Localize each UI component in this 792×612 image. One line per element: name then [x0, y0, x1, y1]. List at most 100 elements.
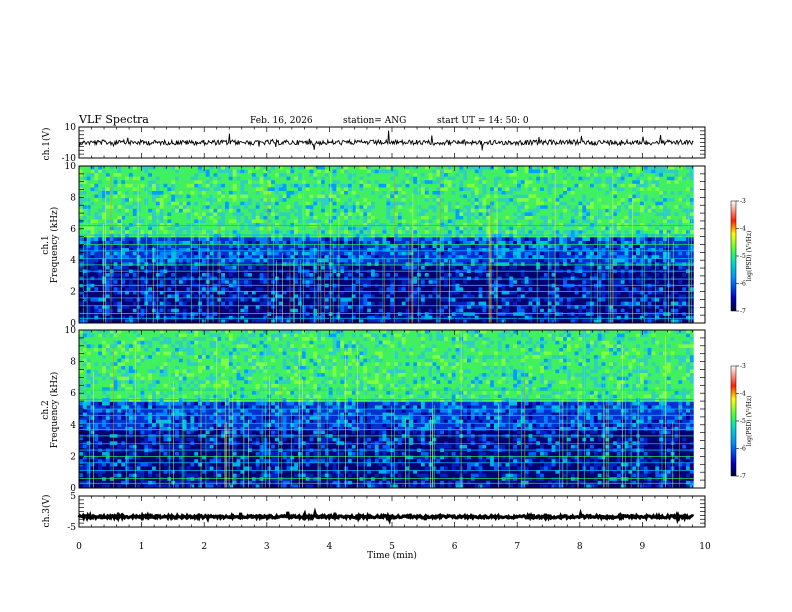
spectrogram-cell	[459, 226, 464, 231]
spectrogram-cell	[240, 230, 245, 235]
spectrogram-cell	[128, 169, 134, 174]
spectrogram-cell	[155, 201, 161, 206]
spectrogram-cell	[298, 258, 303, 263]
spectrogram-cell	[367, 233, 372, 238]
spectrogram-cell	[497, 240, 503, 245]
spectrogram-cell	[424, 215, 430, 220]
spectrogram-cell	[463, 283, 468, 288]
spectrogram-cell	[201, 212, 207, 217]
spectrogram-cell	[90, 287, 95, 292]
spectrogram-cell	[470, 265, 476, 270]
spectrogram-cell	[401, 240, 406, 245]
spectrogram-cell	[317, 173, 322, 178]
spectrogram-cell	[371, 290, 376, 295]
spectrogram-cell	[136, 240, 141, 245]
spectrogram-cell	[363, 258, 368, 263]
spectrogram-cell	[251, 198, 257, 203]
spectrogram-cell	[298, 233, 303, 238]
spectrogram-cell	[363, 187, 368, 192]
spectrogram-cell	[321, 205, 326, 210]
spectrogram-cell	[394, 176, 399, 181]
spectrogram-cell	[221, 230, 226, 235]
spectrogram-cell	[397, 230, 403, 235]
spectrogram-cell	[121, 237, 126, 242]
spectrogram-cell	[225, 212, 230, 217]
spectrogram-cell	[167, 187, 172, 192]
spectrogram-cell	[182, 190, 187, 195]
spectrogram-cell	[467, 190, 472, 195]
spectrogram-cell	[474, 276, 479, 281]
spectrogram-cell	[201, 315, 207, 320]
spectrogram-cell	[324, 215, 330, 220]
spectrogram-cell	[171, 233, 176, 238]
spectrogram-cell	[344, 255, 349, 260]
spectrogram-cell	[274, 180, 280, 185]
spectrogram-cell	[359, 255, 364, 260]
spectrogram-cell	[363, 251, 368, 256]
spectrogram-cell	[463, 308, 468, 313]
spectrogram-cell	[125, 226, 130, 231]
spectrogram-cell	[470, 173, 476, 178]
spectrogram-cell	[463, 244, 468, 249]
spectrogram-cell	[436, 173, 441, 178]
spectrogram-cell	[79, 301, 84, 306]
spectrogram-cell	[213, 194, 218, 199]
spectrogram-cell	[175, 298, 180, 302]
spectrogram-cell	[94, 219, 99, 224]
spectrogram-cell	[447, 315, 453, 320]
spectrogram-cell	[113, 315, 118, 320]
spectrogram-cell	[482, 273, 487, 278]
spectrogram-cell	[405, 319, 410, 324]
spectrogram-cell	[501, 251, 506, 256]
spectrogram-cell	[451, 198, 456, 203]
spectrogram-cell	[344, 230, 349, 235]
spectrogram-cell	[351, 212, 357, 217]
spectrogram-cell	[463, 305, 468, 310]
spectrogram-cell	[428, 201, 433, 206]
spectrogram-cell	[347, 319, 353, 324]
spectrogram-cell	[386, 305, 391, 310]
spectrogram-cell	[313, 280, 318, 285]
spectrogram-cell	[493, 265, 499, 270]
spectrogram-cell	[290, 233, 295, 238]
spectrogram-cell	[159, 298, 164, 302]
spectrogram-cell	[382, 180, 387, 185]
spectrogram-cell	[209, 183, 214, 188]
spectrogram-cell	[148, 223, 153, 228]
spectrogram-cell	[313, 283, 318, 288]
spectrogram-cell	[263, 166, 268, 170]
spectrogram-cell	[463, 183, 468, 188]
spectrogram-cell	[424, 173, 430, 178]
spectrogram-cell	[294, 187, 299, 192]
spectrogram-cell	[121, 301, 126, 306]
spectrogram-cell	[432, 294, 437, 299]
spectrogram-cell	[102, 230, 107, 235]
spectrogram-cell	[274, 290, 280, 295]
spectrogram-cell	[290, 219, 295, 224]
spectrogram-cell	[194, 180, 199, 185]
spectrogram-cell	[417, 251, 422, 256]
spectrogram-cell	[490, 201, 495, 206]
spectrogram-cell	[424, 251, 430, 256]
spectrogram-cell	[259, 223, 264, 228]
spectrogram-cell	[294, 183, 299, 188]
spectrogram-cell	[190, 258, 195, 263]
spectrogram-cell	[447, 201, 453, 206]
spectrogram-cell	[363, 212, 368, 217]
spectrogram-cell	[467, 226, 472, 231]
spectrogram-cell	[482, 173, 487, 178]
spectrogram-cell	[424, 248, 430, 253]
spectrogram-cell	[367, 237, 372, 242]
spectrogram-cell	[274, 287, 280, 292]
spectrogram-cell	[463, 265, 468, 270]
spectrogram-cell	[371, 305, 376, 310]
spectrogram-cell	[255, 301, 260, 306]
spectrogram-cell	[482, 237, 487, 242]
spectrogram-cell	[217, 219, 222, 224]
spectrogram-cell	[259, 280, 264, 285]
spectrogram-cell	[367, 301, 372, 306]
spectrogram-cell	[501, 190, 506, 195]
spectrogram-cell	[251, 169, 257, 174]
spectrogram-cell	[344, 262, 349, 267]
spectrogram-cell	[451, 166, 456, 170]
